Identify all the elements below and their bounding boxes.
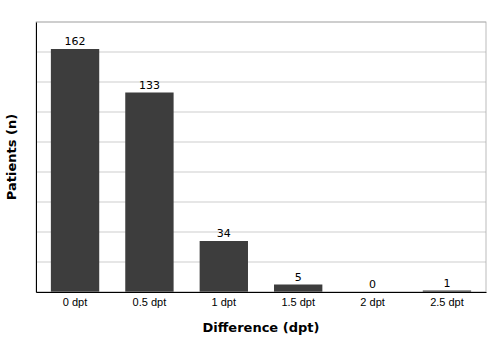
grid-line [36, 52, 486, 53]
bar [125, 93, 173, 293]
grid-line [36, 112, 486, 113]
grid [36, 22, 486, 292]
x-tick: 1 dpt [212, 296, 236, 308]
data-label: 5 [295, 271, 302, 284]
x-tick-label: 0 dpt [63, 296, 87, 308]
data-label: 133 [139, 79, 160, 92]
grid-line [36, 262, 486, 263]
frame [36, 22, 486, 292]
x-tick: 2.5 dpt [430, 296, 464, 308]
y-axis-title: Patients (n) [4, 114, 19, 200]
x-tick-label: 2 dpt [360, 296, 384, 308]
x-tick-label: 1 dpt [212, 296, 236, 308]
data-label: 1 [443, 277, 450, 290]
bars [51, 49, 471, 292]
x-tick: 0.5 dpt [133, 296, 167, 308]
data-label: 34 [217, 227, 231, 240]
plot: 0 dpt0.5 dpt1 dpt1.5 dpt2 dpt2.5 dpt1621… [36, 22, 487, 308]
data-labels: 162 133 34 5 0 1 [65, 35, 451, 291]
bar [200, 241, 248, 292]
x-axis-title: Difference (dpt) [203, 320, 320, 335]
bar [274, 285, 322, 293]
x-axis: 0 dpt 0.5 dpt 1 dpt 1.5 dpt 2 dpt 2.5 dpt [37, 293, 487, 308]
grid-line [36, 232, 486, 233]
bar [51, 49, 99, 292]
grid-line [36, 172, 486, 173]
x-axis-line [37, 292, 487, 293]
grid-line [36, 142, 486, 143]
grid-line [36, 202, 486, 203]
x-tick-label: 1.5 dpt [281, 296, 315, 308]
x-tick: 2 dpt [360, 296, 384, 308]
data-label: 0 [369, 278, 376, 291]
chart: 0 dpt0.5 dpt1 dpt1.5 dpt2 dpt2.5 dpt1621… [0, 0, 500, 344]
data-label: 162 [65, 35, 86, 48]
x-tick: 1.5 dpt [281, 296, 315, 308]
x-tick-label: 0.5 dpt [133, 296, 167, 308]
grid-line [36, 82, 486, 83]
x-tick-label: 2.5 dpt [430, 296, 464, 308]
y-axis [36, 23, 37, 293]
y-axis-line [36, 23, 37, 293]
x-tick: 0 dpt [63, 296, 87, 308]
